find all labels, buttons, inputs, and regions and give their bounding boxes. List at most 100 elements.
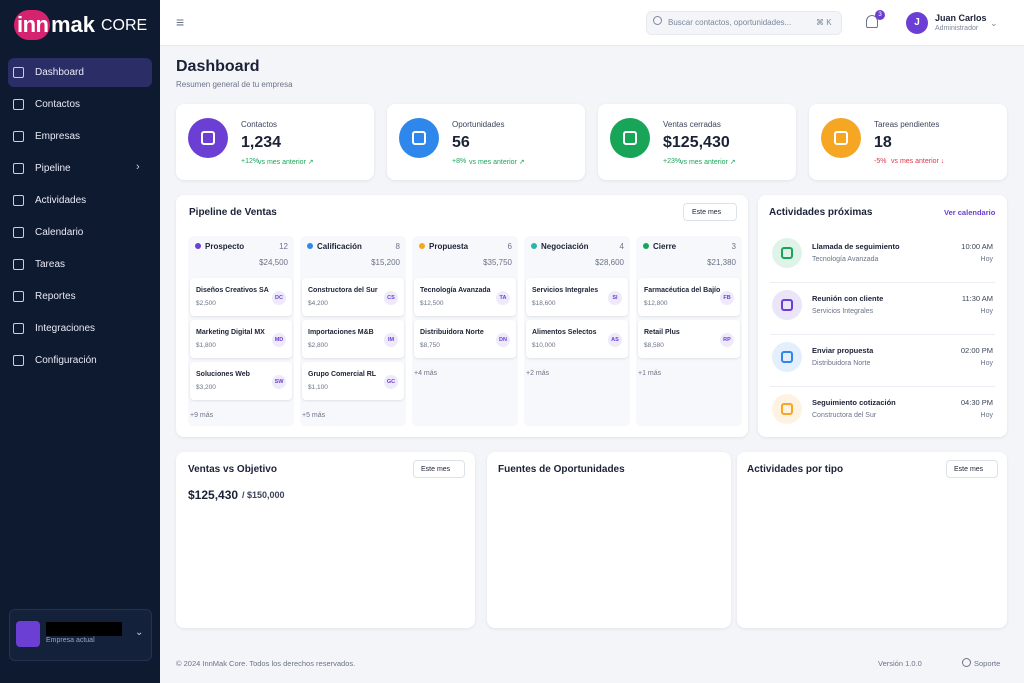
nav-icon[interactable] xyxy=(13,131,24,142)
activities-link[interactable]: Ver calendario xyxy=(944,208,996,217)
nav-chevron: › xyxy=(136,161,140,173)
nav-icon[interactable] xyxy=(13,67,24,78)
deal-amount: $8,580 xyxy=(644,342,664,349)
sidebar xyxy=(0,0,160,683)
activity-time: 10:00 AM xyxy=(961,242,993,251)
chart-title: Fuentes de Oportunidades xyxy=(498,464,625,475)
activities-title: Actividades próximas xyxy=(769,207,873,218)
sales-amount: $125,430 xyxy=(188,488,239,502)
deal-initials: DC xyxy=(272,291,286,305)
nav-item[interactable]: Configuración xyxy=(35,355,97,366)
stage-more[interactable]: +1 más xyxy=(638,370,662,377)
footer-support[interactable]: Soporte xyxy=(974,659,1001,668)
nav-item[interactable]: Empresas xyxy=(35,131,81,142)
kpi-note: vs mes anterior ↗ xyxy=(680,159,736,166)
deal-name: Marketing Digital MX xyxy=(196,329,265,336)
page-title: Dashboard xyxy=(176,58,260,75)
deal-name: Diseños Creativos SA xyxy=(196,287,269,294)
nav-item[interactable]: Tareas xyxy=(35,259,66,270)
search-box[interactable] xyxy=(646,11,842,35)
stage-name: Cierre xyxy=(653,242,677,251)
kpi-value: 56 xyxy=(452,134,470,151)
deal-initials: TA xyxy=(496,291,510,305)
activity-icon-glyph xyxy=(781,351,793,363)
stage-dot xyxy=(195,243,201,249)
kpi-icon xyxy=(399,118,439,158)
activity-day: Hoy xyxy=(980,412,993,419)
kpi-icon-glyph xyxy=(412,131,426,145)
divider xyxy=(770,282,995,283)
chart-card xyxy=(176,452,475,628)
logo-core: CORE xyxy=(101,17,148,34)
deal-initials: AS xyxy=(608,333,622,347)
kpi-icon xyxy=(610,118,650,158)
stage-total: $15,200 xyxy=(371,258,400,267)
nav-item[interactable]: Pipeline xyxy=(35,163,71,174)
pipeline-title: Pipeline de Ventas xyxy=(189,207,277,218)
nav-item[interactable]: Actividades xyxy=(35,195,87,206)
stage-name: Negociación xyxy=(541,242,589,251)
activity-icon-glyph xyxy=(781,403,793,415)
stage-count: 6 xyxy=(507,242,512,251)
activity-icon xyxy=(772,342,802,372)
stage-name: Prospecto xyxy=(205,242,245,251)
deal-initials: DN xyxy=(496,333,510,347)
kpi-value: 1,234 xyxy=(241,134,282,151)
chart-filter[interactable]: Este mes xyxy=(946,460,998,478)
stage-total: $35,750 xyxy=(483,258,512,267)
chart-filter[interactable]: Este mes xyxy=(413,460,465,478)
kpi-label: Contactos xyxy=(241,120,278,129)
kpi-note: vs mes anterior ↗ xyxy=(469,159,525,166)
nav-item[interactable]: Calendario xyxy=(35,227,84,238)
activity-title: Reunión con cliente xyxy=(812,294,884,303)
stage-more[interactable]: +2 más xyxy=(526,370,550,377)
nav-icon[interactable] xyxy=(13,99,24,110)
footer-copyright: © 2024 InnMak Core. Todos los derechos r… xyxy=(176,659,356,668)
nav-icon[interactable] xyxy=(13,291,24,302)
kpi-change: -5% xyxy=(874,158,887,165)
nav-icon[interactable] xyxy=(13,195,24,206)
company-icon xyxy=(16,621,40,647)
pipeline-filter[interactable]: Este mes xyxy=(683,203,737,221)
stage-count: 12 xyxy=(279,242,288,251)
kpi-icon xyxy=(821,118,861,158)
nav-active xyxy=(8,58,152,87)
deal-amount: $12,500 xyxy=(420,300,444,307)
deal-amount: $18,600 xyxy=(532,300,556,307)
avatar[interactable]: J xyxy=(906,12,928,34)
kpi-value: $125,430 xyxy=(663,134,730,151)
stage-more[interactable]: +5 más xyxy=(302,412,326,419)
nav-item[interactable]: Integraciones xyxy=(35,323,96,334)
activity-icon xyxy=(772,238,802,268)
stage-more[interactable]: +9 más xyxy=(190,412,214,419)
activity-day: Hoy xyxy=(980,308,993,315)
bell[interactable] xyxy=(866,15,878,28)
deal-name: Retail Plus xyxy=(644,329,680,336)
nav-icon[interactable] xyxy=(13,163,24,174)
stage-more[interactable]: +4 más xyxy=(414,370,438,377)
deal-amount: $4,200 xyxy=(308,300,328,307)
kpi-icon xyxy=(188,118,228,158)
user-role: Administrador xyxy=(935,25,979,32)
activity-icon xyxy=(772,394,802,424)
activity-time: 02:00 PM xyxy=(960,346,993,355)
nav-icon[interactable] xyxy=(13,355,24,366)
nav-item[interactable]: Reportes xyxy=(35,291,76,302)
activity-time: 04:30 PM xyxy=(960,398,993,407)
kpi-label: Tareas pendientes xyxy=(874,120,940,129)
deal-initials: CS xyxy=(384,291,398,305)
nav-icon[interactable] xyxy=(13,323,24,334)
nav-item[interactable]: Dashboard xyxy=(35,67,84,78)
activity-title: Seguimiento cotización xyxy=(812,398,896,407)
user-name: Juan Carlos xyxy=(935,13,987,23)
search-placeholder: Buscar contactos, oportunidades... xyxy=(668,18,792,27)
nav-icon[interactable] xyxy=(13,259,24,270)
sales-target: / $150,000 xyxy=(242,490,285,500)
deal-name: Tecnología Avanzada xyxy=(420,287,491,294)
support-icon xyxy=(962,658,971,667)
nav-icon[interactable] xyxy=(13,227,24,238)
kpi-icon-glyph xyxy=(201,131,215,145)
menu-icon[interactable]: ≡ xyxy=(176,14,185,30)
nav-item[interactable]: Contactos xyxy=(35,99,81,110)
